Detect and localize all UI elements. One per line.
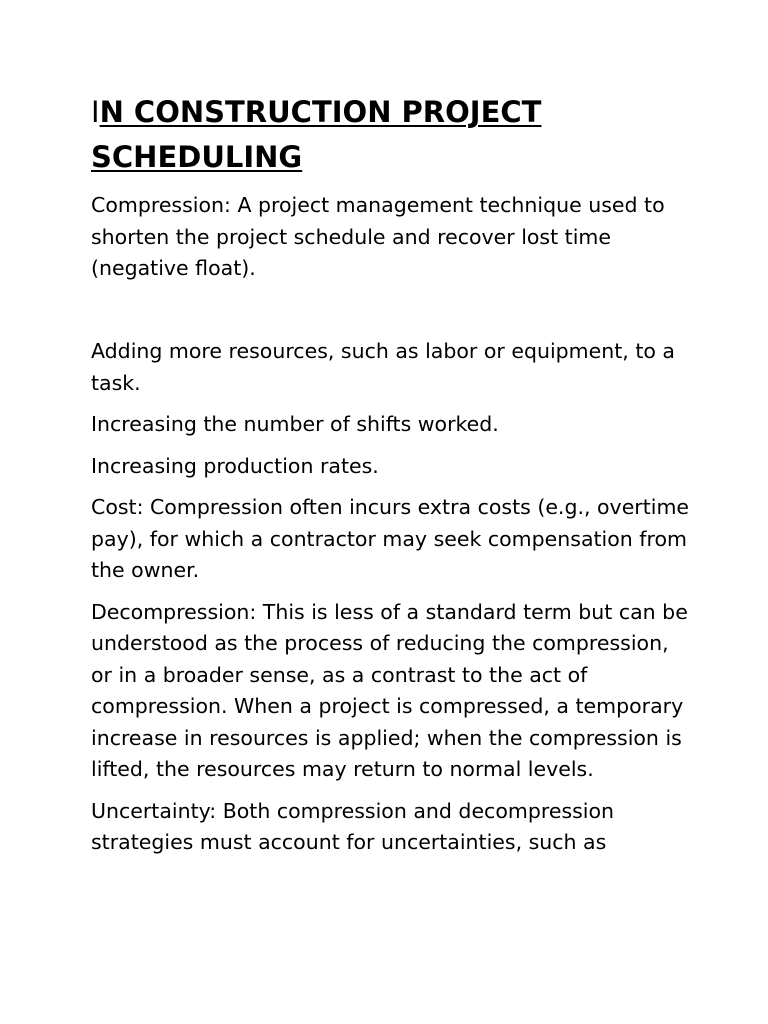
empty-paragraph — [91, 295, 691, 327]
paragraph-compression: Compression: A project management techni… — [91, 193, 665, 280]
paragraph-adding-resources: Adding more resources, such as labor or … — [91, 339, 675, 395]
paragraph-cost: Cost: Compression often incurs extra cos… — [91, 495, 690, 582]
paragraph-production-rates: Increasing production rates. — [91, 453, 379, 478]
paragraph-shifts: Increasing the number of shifts worked. — [91, 412, 499, 436]
title-rest: N CONSTRUCTION PROJECT SCHEDULING — [91, 95, 542, 174]
document-page: IN CONSTRUCTION PROJECT SCHEDULING Compr… — [91, 90, 691, 869]
document-title: IN CONSTRUCTION PROJECT SCHEDULING — [91, 90, 691, 180]
paragraph-uncertainty: Uncertainty: Both compression and decomp… — [91, 798, 615, 855]
title-first-letter: I — [91, 95, 100, 129]
paragraph-decompression: Decompression: This is less of a standar… — [91, 599, 688, 782]
